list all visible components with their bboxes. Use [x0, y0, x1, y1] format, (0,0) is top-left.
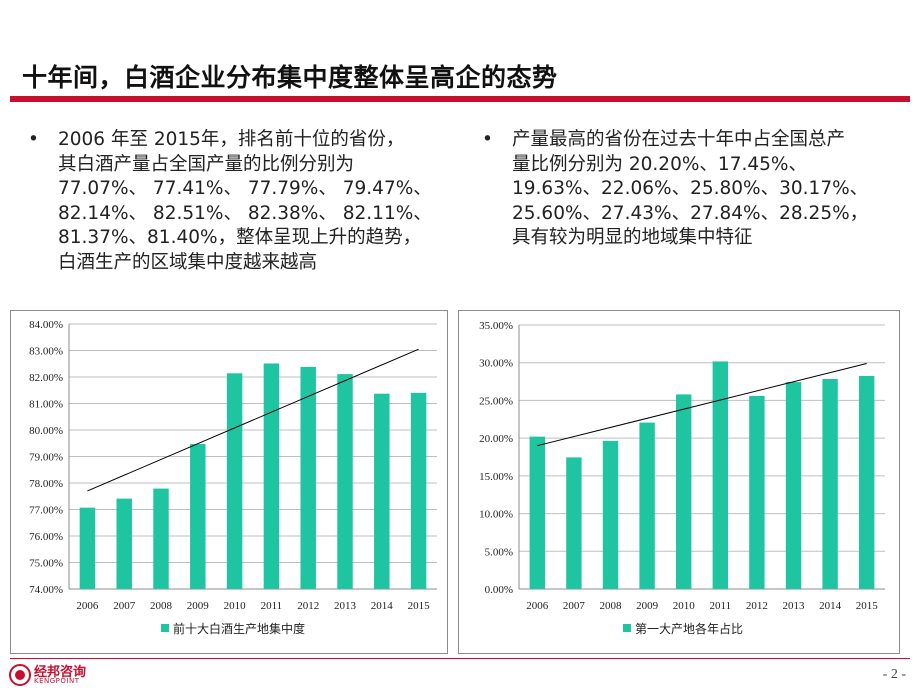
bar-2015 — [859, 375, 875, 589]
bullet-marker: • — [28, 129, 39, 150]
bar-2012 — [300, 366, 316, 589]
legend-swatch — [161, 624, 169, 632]
bar-2014 — [374, 393, 390, 589]
y-tick-label: 76.00% — [29, 531, 63, 543]
page-number: - 2 - — [882, 667, 906, 682]
bullet-left-text: 2006 年至 2015年，排名前十位的省份， 其白酒产量占全国产量的比例分别为… — [58, 129, 432, 273]
y-tick-label: 78.00% — [29, 478, 63, 490]
bar-2013 — [337, 374, 353, 589]
footer-rule — [10, 658, 910, 659]
x-tick-label: 2007 — [563, 600, 586, 612]
x-tick-label: 2008 — [600, 600, 623, 612]
y-tick-label: 80.00% — [29, 425, 63, 437]
bar-2014 — [822, 379, 838, 589]
bar-2007 — [116, 498, 132, 589]
chart-top-ten-concentration: 74.00% 75.00% 76.00% 77.00% 78.00% 79.00% 80.0… — [10, 310, 448, 654]
y-tick-label: 79.00% — [29, 452, 63, 464]
x-tick-label: 2014 — [819, 600, 842, 612]
chart-top-ten-svg: 74.00% 75.00% 76.00% 77.00% 78.00% 79.00% 80.0… — [29, 319, 437, 636]
y-tick-label: 75.00% — [29, 558, 63, 570]
bar-2011 — [263, 363, 280, 589]
y-tick-label: 81.00% — [29, 399, 63, 411]
y-tick-label: 74.00% — [29, 584, 63, 596]
bar-2015 — [410, 392, 427, 589]
x-tick-label: 2010 — [673, 600, 696, 612]
bar-2009 — [639, 422, 655, 589]
bar-2012 — [749, 395, 765, 589]
x-tick-label: 2009 — [187, 600, 210, 612]
x-tick-label: 2011 — [261, 600, 283, 612]
x-tick-label: 2013 — [334, 600, 357, 612]
bar-2009 — [190, 444, 206, 589]
bar-2006 — [79, 507, 96, 589]
bar-2010 — [676, 394, 692, 589]
logo-name-en: KENGPOINT — [34, 677, 80, 685]
bullet-marker: • — [482, 129, 493, 150]
x-tick-label: 2012 — [297, 600, 319, 612]
slide-title: 十年间，白酒企业分布集中度整体呈高企的态势 — [22, 63, 558, 92]
x-tick-label: 2010 — [224, 600, 247, 612]
bar-2008 — [153, 488, 169, 589]
chart-top-province-svg: 0.00% 5.00% 10.00% 15.00% 20.00% 25.00% 30.00%… — [479, 320, 885, 636]
legend-swatch — [623, 624, 631, 632]
x-tick-label: 2011 — [710, 600, 732, 612]
x-tick-label: 2015 — [856, 600, 879, 612]
bar-2006 — [529, 436, 545, 589]
title-underline — [10, 96, 910, 102]
y-tick-label: 15.00% — [479, 471, 513, 483]
x-tick-label: 2012 — [746, 600, 768, 612]
bullet-right-text: 产量最高的省份在过去十年中占全国总产 量比例分别为 20.20%、17.45%、… — [512, 129, 869, 248]
y-tick-label: 83.00% — [29, 346, 63, 358]
y-tick-label: 20.00% — [479, 433, 513, 445]
y-tick-label: 0.00% — [485, 584, 513, 596]
logo-name-cn: 经邦咨询 — [34, 665, 87, 680]
bar-2008 — [602, 440, 619, 589]
logo-emblem-icon — [9, 664, 31, 686]
y-tick-label: 5.00% — [485, 546, 513, 558]
x-tick-label: 2006 — [526, 600, 549, 612]
bullet-right: • 产量最高的省份在过去十年中占全国总产 量比例分别为 20.20%、17.45… — [482, 128, 897, 251]
x-tick-label: 2015 — [408, 600, 431, 612]
x-tick-label: 2008 — [150, 600, 173, 612]
y-tick-label: 84.00% — [29, 319, 63, 331]
y-tick-label: 35.00% — [479, 320, 513, 332]
bullet-left: • 2006 年至 2015年，排名前十位的省份， 其白酒产量占全国产量的比例分… — [28, 128, 453, 275]
bar-2007 — [566, 457, 582, 589]
x-tick-label: 2013 — [783, 600, 806, 612]
legend-label: 前十大白酒生产地集中度 — [173, 621, 305, 636]
trendline — [87, 348, 419, 492]
y-tick-label: 25.00% — [479, 395, 513, 407]
x-tick-label: 2014 — [371, 600, 394, 612]
y-tick-label: 30.00% — [479, 358, 513, 370]
y-tick-label: 10.00% — [479, 509, 513, 521]
company-logo: 经邦咨询 KENGPOINT — [6, 661, 96, 689]
bar-2011 — [712, 361, 728, 589]
y-tick-label: 82.00% — [29, 372, 63, 384]
x-tick-label: 2009 — [636, 600, 659, 612]
x-tick-label: 2007 — [113, 600, 136, 612]
y-tick-label: 77.00% — [29, 505, 63, 517]
trendline — [537, 362, 867, 447]
chart-top-province-share: 0.00% 5.00% 10.00% 15.00% 20.00% 25.00% 30.00%… — [458, 310, 900, 654]
bar-2013 — [785, 382, 802, 589]
x-tick-label: 2006 — [76, 600, 99, 612]
bar-2010 — [226, 373, 243, 589]
legend-label: 第一大产地各年占比 — [635, 621, 743, 636]
